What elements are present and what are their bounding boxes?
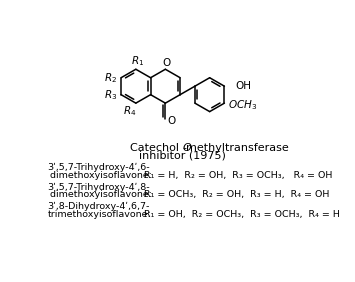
Text: Catechol: Catechol: [130, 143, 182, 153]
Text: O: O: [163, 58, 171, 68]
Text: dimethoxyisoflavone:: dimethoxyisoflavone:: [48, 171, 153, 180]
Text: $R_3$: $R_3$: [104, 88, 117, 102]
Text: $R_4$: $R_4$: [123, 104, 136, 118]
Text: $OCH_3$: $OCH_3$: [228, 98, 258, 112]
Text: trimethoxyisoflavone:: trimethoxyisoflavone:: [48, 210, 151, 219]
Text: 3ʹ,5,7-Trihydroxy-4ʹ,8-: 3ʹ,5,7-Trihydroxy-4ʹ,8-: [48, 182, 150, 192]
Text: R₁ = H,  R₂ = OH,  R₃ = OCH₃,   R₄ = OH: R₁ = H, R₂ = OH, R₃ = OCH₃, R₄ = OH: [143, 171, 332, 180]
Text: O: O: [168, 116, 176, 126]
Text: inhibitor (1975): inhibitor (1975): [139, 151, 226, 160]
Text: dimethoxyisoflavone:: dimethoxyisoflavone:: [48, 190, 153, 199]
Text: 3ʹ,5,7-Trihydroxy-4ʹ,6-: 3ʹ,5,7-Trihydroxy-4ʹ,6-: [48, 163, 150, 172]
Text: $R_2$: $R_2$: [104, 71, 117, 85]
Text: R₁ = OH,  R₂ = OCH₃,  R₃ = OCH₃,  R₄ = H: R₁ = OH, R₂ = OCH₃, R₃ = OCH₃, R₄ = H: [143, 210, 339, 219]
Text: -methyltransferase: -methyltransferase: [183, 143, 289, 153]
Text: 3ʹ,8-Dihydroxy-4ʹ,6,7-: 3ʹ,8-Dihydroxy-4ʹ,6,7-: [48, 202, 150, 211]
Text: Ο: Ο: [182, 143, 191, 153]
Text: R₁ = OCH₃,  R₂ = OH,  R₃ = H,  R₄ = OH: R₁ = OCH₃, R₂ = OH, R₃ = H, R₄ = OH: [143, 190, 329, 199]
Text: $R_1$: $R_1$: [131, 55, 144, 69]
Text: OH: OH: [235, 81, 251, 91]
